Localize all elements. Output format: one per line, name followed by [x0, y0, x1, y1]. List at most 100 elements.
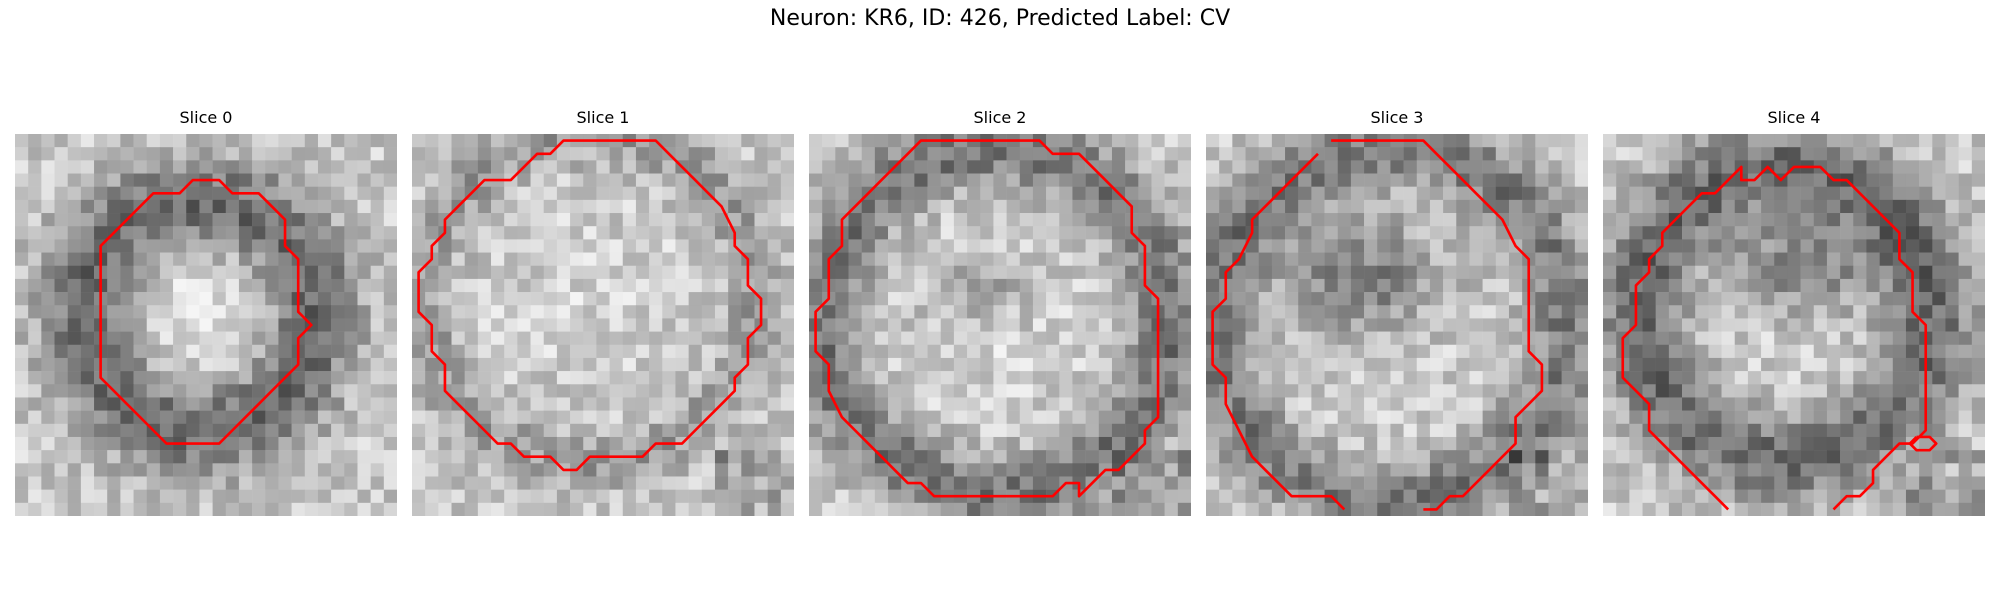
pixel	[1019, 226, 1034, 240]
pixel	[1164, 318, 1179, 332]
pixel	[1747, 278, 1762, 293]
pixel	[1403, 476, 1418, 490]
pixel	[425, 265, 439, 280]
pixel	[1443, 305, 1457, 319]
pixel	[967, 292, 981, 306]
pixel	[438, 344, 452, 359]
pixel	[675, 147, 689, 161]
pixel	[1603, 371, 1617, 385]
pixel	[344, 239, 358, 253]
pixel	[1642, 239, 1656, 253]
pixel	[1364, 357, 1378, 372]
pixel	[1721, 292, 1735, 306]
contour-line	[1211, 152, 1346, 511]
pixel	[728, 160, 742, 174]
pixel	[1548, 278, 1562, 293]
pixel	[331, 160, 345, 174]
pixel	[265, 463, 279, 477]
pixel	[1019, 397, 1034, 411]
pixel	[688, 147, 703, 161]
pixel	[835, 331, 849, 346]
pixel	[1111, 371, 1126, 385]
pixel	[1151, 252, 1165, 266]
pixel	[927, 252, 941, 266]
pixel	[1138, 384, 1152, 398]
pixel	[1151, 147, 1165, 161]
pixel	[1337, 318, 1352, 332]
pixel	[1285, 278, 1299, 293]
pixel	[1416, 436, 1431, 451]
pixel	[278, 410, 292, 425]
pixel	[1285, 357, 1299, 372]
pixel	[225, 436, 240, 451]
pixel	[412, 186, 426, 201]
pixel	[1337, 384, 1352, 398]
pixel	[107, 278, 121, 293]
pixel	[1390, 305, 1404, 319]
pixel	[993, 278, 1007, 293]
pixel	[1072, 239, 1086, 253]
pixel	[1403, 463, 1418, 477]
pixel	[1324, 305, 1338, 319]
pixel	[291, 226, 306, 240]
pixel	[1403, 344, 1418, 359]
pixel	[304, 147, 319, 161]
pixel	[1429, 134, 1444, 148]
pixel	[980, 463, 994, 477]
pixel	[835, 371, 849, 385]
pixel	[491, 147, 505, 161]
pixel	[1377, 502, 1391, 516]
pixel	[1761, 265, 1775, 280]
pixel	[370, 423, 385, 438]
pixel	[1258, 318, 1273, 332]
pixel	[980, 384, 994, 398]
pixel	[212, 160, 227, 174]
pixel	[1695, 423, 1709, 438]
pixel	[278, 160, 292, 174]
pixel	[635, 384, 650, 398]
pixel	[1377, 436, 1391, 451]
pixel	[304, 384, 319, 398]
pixel	[212, 147, 227, 161]
pixel	[1364, 423, 1378, 438]
pixel	[1892, 476, 1907, 490]
pixel	[1232, 410, 1246, 425]
pixel	[1535, 252, 1549, 266]
pixel	[1945, 292, 1959, 306]
pixel	[622, 331, 637, 346]
pixel	[199, 371, 213, 385]
pixel	[67, 436, 82, 451]
pixel	[146, 265, 161, 280]
pixel	[596, 147, 610, 161]
pixel	[714, 384, 729, 398]
pixel	[570, 199, 584, 214]
pixel	[543, 173, 558, 187]
pixel	[1668, 397, 1683, 411]
pixel	[238, 331, 253, 346]
pixel	[133, 397, 147, 411]
pixel	[291, 239, 306, 253]
pixel	[1774, 331, 1788, 346]
pixel	[530, 226, 544, 240]
pixel	[1429, 476, 1444, 490]
pixel	[67, 199, 82, 214]
pixel	[1072, 450, 1086, 464]
pixel	[993, 199, 1007, 214]
pixel	[1603, 502, 1617, 516]
pixel	[927, 160, 941, 174]
pixel	[491, 199, 505, 214]
pixel	[848, 173, 862, 187]
pixel	[953, 502, 968, 516]
pixel	[120, 318, 134, 332]
pixel	[1403, 384, 1418, 398]
pixel	[107, 476, 121, 490]
pixel	[94, 226, 108, 240]
pixel	[173, 213, 187, 227]
pixel	[1138, 450, 1152, 464]
slice-title: Slice 1	[576, 108, 630, 127]
pixel	[1403, 252, 1418, 266]
pixel	[543, 292, 558, 306]
pixel	[1840, 344, 1854, 359]
pixel	[41, 423, 55, 438]
pixel	[1826, 450, 1841, 464]
